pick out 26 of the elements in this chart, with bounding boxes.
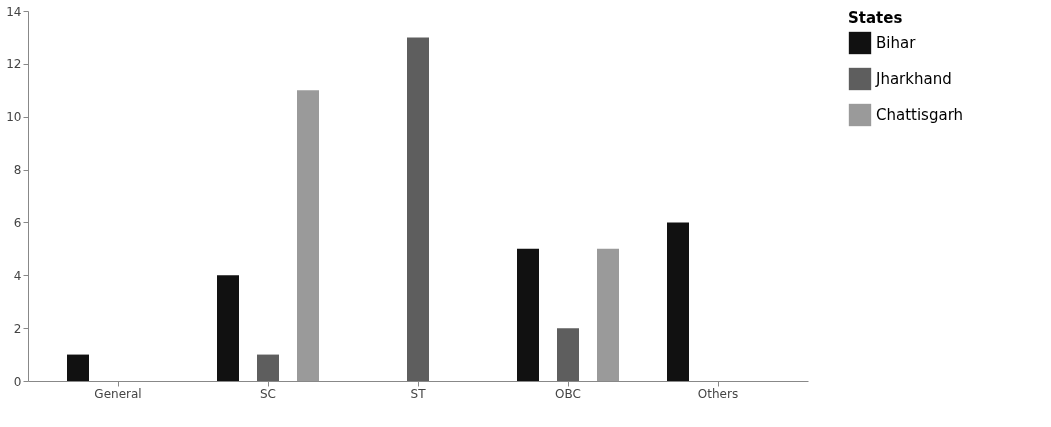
bar: [517, 248, 539, 381]
legend-title: States: [848, 9, 903, 27]
x-tick-label: Others: [697, 386, 739, 401]
x-tick-label: OBC: [555, 386, 581, 401]
legend-label: Jharkhand: [875, 70, 952, 88]
y-tick-label: 2: [13, 321, 22, 336]
x-tick-label: ST: [410, 386, 427, 401]
y-tick-label: 6: [13, 215, 22, 230]
bar: [407, 37, 429, 381]
bar: [597, 248, 619, 381]
y-tick-label: 10: [6, 110, 22, 125]
x-tick-label: General: [94, 386, 142, 401]
bar: [297, 90, 319, 381]
y-tick-label: 8: [13, 163, 22, 178]
bar: [257, 354, 279, 381]
bar: [217, 275, 239, 381]
bar: [667, 222, 689, 381]
x-tick-label: SC: [260, 386, 276, 401]
legend-label: Chattisgarh: [876, 106, 964, 124]
bar: [557, 328, 579, 381]
y-tick-label: 14: [6, 4, 22, 19]
y-tick-label: 12: [6, 57, 22, 72]
y-tick-label: 0: [13, 374, 22, 389]
legend-label: Bihar: [876, 34, 917, 52]
bar: [67, 354, 89, 381]
y-tick-label: 4: [13, 268, 22, 283]
